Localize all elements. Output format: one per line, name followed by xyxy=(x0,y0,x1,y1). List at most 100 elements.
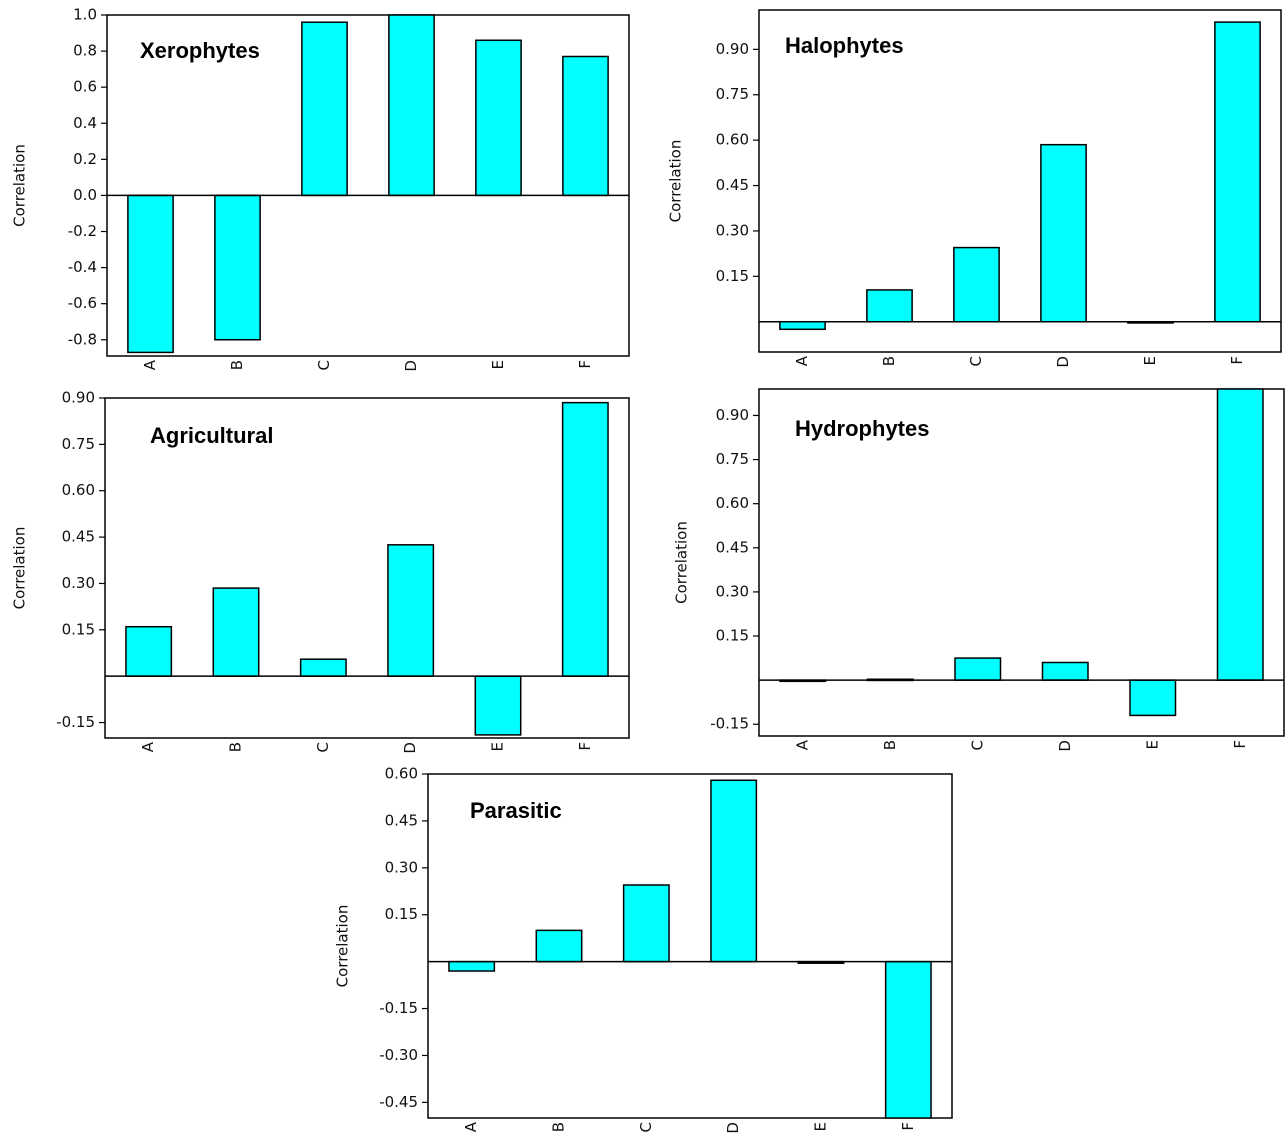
y-axis-label: Correlation xyxy=(11,144,29,227)
x-tick-label: E xyxy=(1143,740,1161,749)
y-tick-label: 0.6 xyxy=(73,78,97,96)
x-tick-label: E xyxy=(489,742,507,751)
y-tick-label: 0.15 xyxy=(385,905,418,923)
y-axis-label: Correlation xyxy=(667,140,685,223)
y-tick-label: 0.60 xyxy=(716,494,749,512)
x-tick-label: B xyxy=(880,356,898,366)
y-tick-label: -0.30 xyxy=(379,1046,418,1064)
bar-e xyxy=(474,675,522,736)
y-tick-label: 0.60 xyxy=(716,131,749,149)
y-tick-label: -0.45 xyxy=(379,1093,418,1111)
plot-frame xyxy=(427,773,953,1119)
bar-d xyxy=(1041,661,1089,681)
y-tick-label: 0.15 xyxy=(716,627,749,645)
y-tick-label: 0.30 xyxy=(716,582,749,600)
y-tick-label: 0.30 xyxy=(716,221,749,239)
bar-f xyxy=(1216,388,1264,681)
x-tick-label: D xyxy=(402,360,420,372)
chart-panel-halophytes: A B C D E F 0.90 0.75 0.60 0.45 0.30 0.15 Correlatio… xyxy=(667,9,1282,368)
chart-title: Xerophytes xyxy=(140,38,260,63)
x-tick-label: A xyxy=(793,739,811,750)
y-tick-label: -0.2 xyxy=(68,222,97,240)
bar-e xyxy=(475,39,522,197)
chart-panel-xerophytes: A B C D E F 1.0 0.8 0.6 0.4 0.2 0.0 -0.2 -0.4 -0.6 -0.8… xyxy=(11,6,630,372)
x-tick-label: A xyxy=(462,1121,480,1132)
bar-a xyxy=(779,320,826,331)
x-tick-label: D xyxy=(724,1122,742,1134)
x-tick-label: B xyxy=(881,740,899,750)
x-tick-label: D xyxy=(1054,356,1072,368)
bar-d xyxy=(710,779,758,963)
x-tick-label: A xyxy=(141,359,159,370)
x-tick-label: F xyxy=(576,742,594,751)
x-tick-label: E xyxy=(1141,356,1159,365)
plot-frame xyxy=(758,9,1282,353)
y-tick-label: 0.15 xyxy=(62,620,95,638)
y-tick-label: 0.8 xyxy=(73,42,97,60)
x-tick-label: B xyxy=(228,360,246,370)
x-tick-label: C xyxy=(315,360,333,370)
bar-f xyxy=(884,960,932,1119)
chart-panel-hydrophytes: A B C D E F 0.90 0.75 0.60 0.45 0.30 0.15 -0.15 Corre… xyxy=(673,388,1285,752)
y-tick-label: 0.75 xyxy=(62,435,95,453)
x-tick-label: F xyxy=(1231,740,1249,749)
x-tick-label: C xyxy=(637,1122,655,1132)
y-tick-label: 1.0 xyxy=(73,6,97,24)
y-tick-label: 0.60 xyxy=(62,481,95,499)
y-axis-label: Correlation xyxy=(673,521,691,604)
bar-c xyxy=(301,21,348,197)
y-tick-label: 0.45 xyxy=(385,811,418,829)
bar-f xyxy=(1214,21,1261,323)
y-tick-label: -0.15 xyxy=(379,999,418,1017)
y-tick-label: 0.45 xyxy=(716,176,749,194)
bar-c xyxy=(299,658,347,677)
chart-title: Parasitic xyxy=(470,798,562,823)
x-tick-label: F xyxy=(576,360,594,369)
plot-frame xyxy=(758,388,1285,737)
x-tick-label: D xyxy=(1056,740,1074,752)
x-tick-label: C xyxy=(314,742,332,752)
x-tick-label: B xyxy=(227,742,245,752)
x-tick-label: C xyxy=(967,356,985,366)
bar-a xyxy=(125,625,173,677)
x-tick-label: E xyxy=(489,360,507,369)
bar-c xyxy=(622,884,670,963)
bar-d xyxy=(1040,143,1087,323)
y-tick-label: 0.45 xyxy=(716,538,749,556)
y-tick-label: -0.15 xyxy=(710,715,749,733)
x-tick-label: E xyxy=(812,1122,830,1131)
y-tick-label: 0.0 xyxy=(73,186,97,204)
y-tick-label: 0.60 xyxy=(385,765,418,783)
y-tick-label: 0.90 xyxy=(716,406,749,424)
y-axis-label: Correlation xyxy=(334,905,352,988)
chart-title: Hydrophytes xyxy=(795,416,929,441)
plot-frame xyxy=(104,397,630,739)
y-axis-label: Correlation xyxy=(11,527,29,610)
y-tick-label: -0.6 xyxy=(68,294,97,312)
bar-f xyxy=(562,55,609,197)
y-tick-label: 0.45 xyxy=(62,528,95,546)
y-tick-label: 0.30 xyxy=(385,858,418,876)
y-tick-label: -0.15 xyxy=(56,713,95,731)
x-tick-label: D xyxy=(401,742,419,754)
y-tick-label: 0.75 xyxy=(716,85,749,103)
bar-b xyxy=(535,929,583,963)
y-tick-label: 0.15 xyxy=(716,267,749,285)
x-tick-label: A xyxy=(793,355,811,366)
bar-a xyxy=(448,960,496,972)
y-tick-label: -0.4 xyxy=(68,258,97,276)
plot-frame xyxy=(106,14,630,357)
x-tick-label: B xyxy=(550,1122,568,1132)
chart-panel-parasitic: A B C D E F 0.60 0.45 0.30 0.15 -0.15 -0.30 -0.45 Cor… xyxy=(334,765,953,1134)
y-tick-label: 0.75 xyxy=(716,450,749,468)
bar-e xyxy=(1129,679,1177,717)
bar-d xyxy=(387,544,435,677)
y-tick-label: 0.4 xyxy=(73,114,97,132)
bar-c xyxy=(953,246,1000,323)
bar-c xyxy=(954,657,1002,681)
bar-b xyxy=(214,194,261,341)
y-tick-label: 0.90 xyxy=(62,389,95,407)
y-tick-label: 0.30 xyxy=(62,574,95,592)
x-tick-label: F xyxy=(1228,356,1246,365)
